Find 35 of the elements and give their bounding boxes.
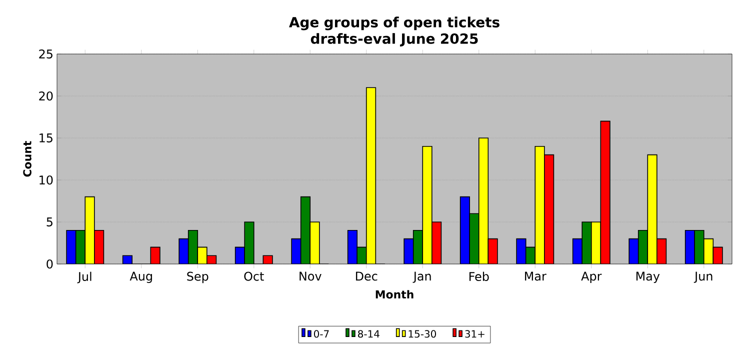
bar — [422, 146, 432, 264]
legend-label: 31+ — [465, 330, 484, 338]
bar — [366, 87, 376, 264]
x-tick-label: Oct — [244, 272, 264, 281]
y-tick-label: 25 — [39, 49, 52, 59]
bar — [647, 154, 658, 264]
bar — [600, 120, 610, 264]
y-tick-label: 5 — [46, 218, 52, 226]
x-tick-label: Nov — [300, 272, 322, 281]
y-tick-label: 0 — [46, 259, 53, 269]
x-tick-label: Jul — [77, 272, 92, 284]
bar — [84, 196, 95, 264]
y-tick-label: 20 — [39, 91, 53, 101]
bar — [534, 146, 545, 264]
x-axis-title: Month — [376, 290, 414, 299]
x-tick-label: Jan — [412, 272, 431, 283]
legend-label: 8-14 — [358, 330, 380, 338]
x-tick-label: Sep — [187, 272, 208, 284]
x-tick-label: Feb — [469, 272, 489, 282]
x-tick-label: Dec — [356, 272, 378, 281]
y-tick-label: 15 — [40, 134, 52, 142]
legend-label: 15-30 — [408, 330, 436, 338]
chart-title: Age groups of open tickets drafts-eval June 2025 — [288, 16, 500, 47]
x-tick-label: Jun — [694, 272, 712, 283]
bar — [460, 196, 470, 264]
x-tick-label: Apr — [581, 272, 602, 283]
legend-label: 0-7 — [314, 330, 329, 338]
bar — [544, 154, 554, 264]
bar — [469, 213, 480, 264]
y-axis-title: Count — [23, 141, 32, 177]
x-tick-label: Aug — [130, 272, 152, 283]
x-tick-label: Mar — [525, 272, 546, 281]
bar — [478, 138, 489, 264]
y-tick-label: 10 — [40, 175, 53, 185]
x-tick-label: May — [636, 272, 660, 283]
